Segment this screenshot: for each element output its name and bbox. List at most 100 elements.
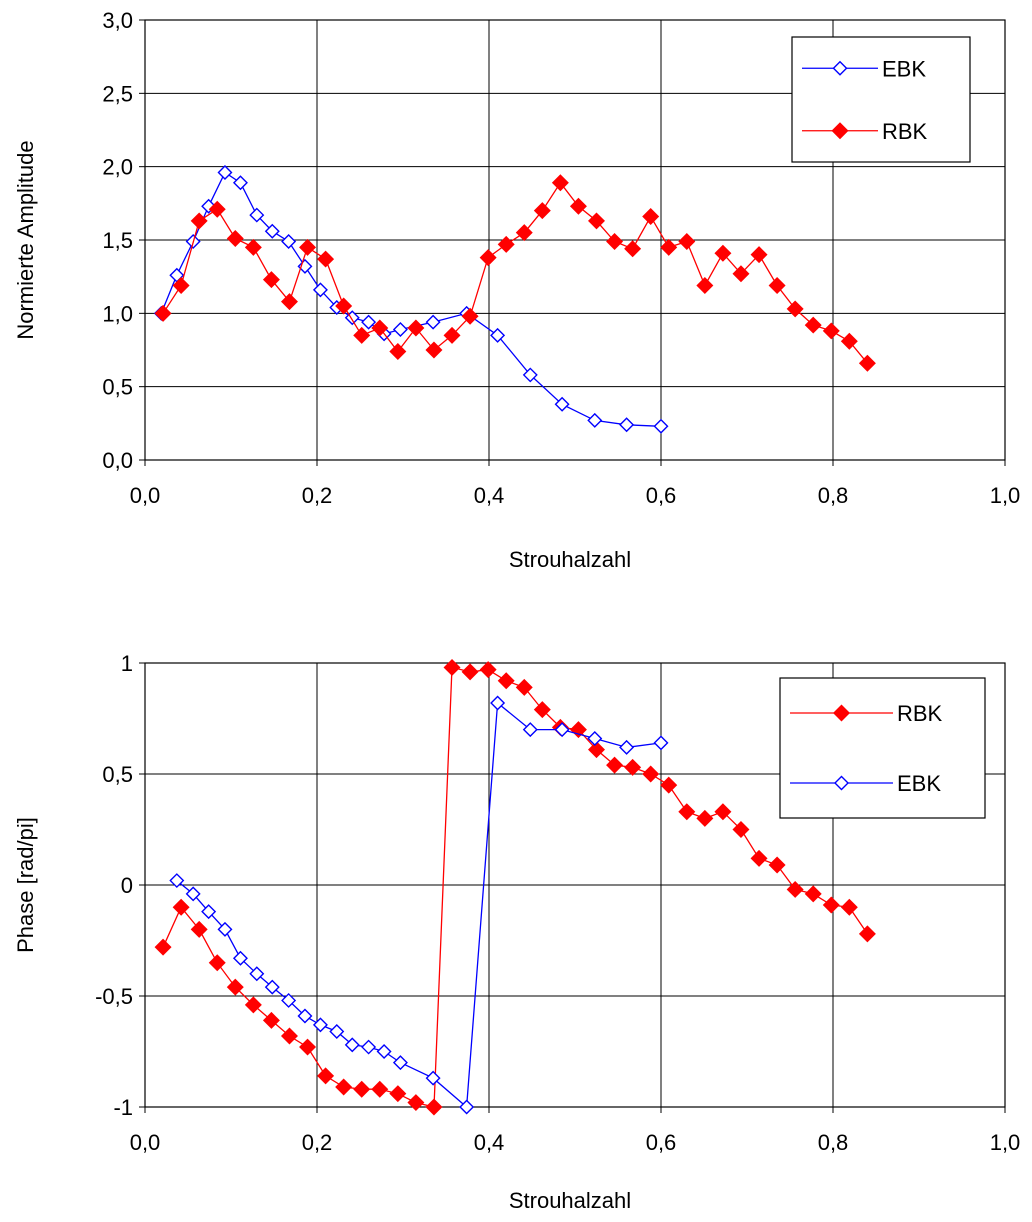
data-point-marker xyxy=(190,212,208,230)
y-axis-title: Normierte Amplitude xyxy=(13,140,38,339)
data-point-marker xyxy=(533,701,551,719)
data-point-marker xyxy=(490,695,506,711)
data-point-marker xyxy=(262,271,280,289)
data-point-marker xyxy=(264,979,280,995)
data-point-marker xyxy=(804,885,822,903)
data-point-marker xyxy=(425,341,443,359)
x-tick-label: 0,8 xyxy=(818,483,849,508)
data-point-marker xyxy=(858,354,876,372)
data-point-marker xyxy=(678,803,696,821)
legend-marker xyxy=(832,60,848,76)
y-tick-label: -0,5 xyxy=(95,984,133,1009)
data-point-marker xyxy=(353,326,371,344)
x-tick-label: 0,2 xyxy=(302,483,333,508)
data-point-marker xyxy=(732,265,750,283)
y-axis-title: Phase [rad/pi] xyxy=(13,817,38,953)
data-point-marker xyxy=(262,1011,280,1029)
data-point-marker xyxy=(389,342,407,360)
x-tick-label: 0,2 xyxy=(302,1130,333,1155)
x-tick-label: 1,0 xyxy=(990,1130,1021,1155)
data-point-marker xyxy=(190,920,208,938)
data-point-marker xyxy=(624,240,642,258)
data-point-marker xyxy=(750,849,768,867)
legend: EBK RBK xyxy=(791,36,971,163)
data-point-marker xyxy=(714,803,732,821)
series-line xyxy=(162,181,868,364)
data-point-marker xyxy=(344,1037,360,1053)
data-point-marker xyxy=(696,809,714,827)
data-point-marker xyxy=(678,232,696,250)
data-point-marker xyxy=(653,418,669,434)
data-point-marker xyxy=(588,741,605,759)
data-point-marker xyxy=(299,238,317,256)
series-rbk xyxy=(154,174,876,372)
legend-marker xyxy=(831,122,849,140)
data-point-marker xyxy=(624,758,642,776)
data-point-marker xyxy=(249,207,265,223)
data-point-marker xyxy=(244,238,262,256)
series-line xyxy=(160,171,662,427)
y-tick-label: 0,5 xyxy=(102,762,133,787)
data-point-marker xyxy=(459,1099,475,1115)
x-tick-label: 0,4 xyxy=(474,483,505,508)
data-point-marker xyxy=(281,233,297,249)
y-tick-label: -1 xyxy=(113,1095,133,1120)
data-point-marker xyxy=(201,904,217,920)
data-point-marker xyxy=(226,230,244,248)
data-point-marker xyxy=(317,1067,335,1085)
data-point-marker xyxy=(554,396,570,412)
data-point-marker xyxy=(249,966,265,982)
y-tick-label: 0,5 xyxy=(102,375,133,400)
data-point-marker xyxy=(425,1070,441,1086)
data-point-marker xyxy=(353,1080,371,1098)
data-point-marker xyxy=(522,722,538,738)
y-tick-label: 2,0 xyxy=(102,155,133,180)
data-point-marker xyxy=(297,258,313,274)
data-point-marker xyxy=(443,326,461,344)
data-point-marker xyxy=(840,332,858,350)
y-tick-label: 2,5 xyxy=(102,81,133,106)
legend-label: RBK xyxy=(897,701,943,726)
data-point-marker xyxy=(154,938,172,956)
data-point-marker xyxy=(533,202,551,220)
data-point-marker xyxy=(732,821,750,838)
series-ebk xyxy=(153,165,669,434)
x-tick-label: 0,6 xyxy=(646,483,677,508)
y-tick-label: 0,0 xyxy=(102,448,133,473)
legend-label: RBK xyxy=(882,119,928,144)
data-point-marker xyxy=(490,327,506,343)
data-point-marker xyxy=(172,898,190,916)
chart-2: 0,0 0,2 0,4 0,6 0,8 1,0 -1 -0,5 0 0,5 1 Strouhalzah… xyxy=(13,651,1020,1213)
data-point-marker xyxy=(660,238,678,256)
data-point-marker xyxy=(660,776,678,794)
series-rbk xyxy=(154,658,876,1116)
data-point-marker xyxy=(822,322,840,340)
data-point-marker xyxy=(840,898,858,916)
data-point-marker xyxy=(653,735,669,751)
data-point-marker xyxy=(479,249,497,267)
y-tick-label: 0 xyxy=(121,873,133,898)
data-point-marker xyxy=(461,663,479,681)
data-point-marker xyxy=(786,880,804,898)
series-line xyxy=(162,666,868,1108)
data-point-marker xyxy=(280,293,298,311)
data-point-marker xyxy=(642,765,660,783)
data-point-marker xyxy=(392,1055,408,1071)
data-point-marker xyxy=(515,224,533,242)
data-point-marker xyxy=(297,1008,313,1024)
data-point-marker xyxy=(371,1080,389,1098)
data-point-marker xyxy=(619,417,635,433)
legend: RBK EBK xyxy=(779,677,986,819)
data-point-marker xyxy=(264,223,280,239)
chart-1: 0,0 0,2 0,4 0,6 0,8 1,0 0,0 0,5 1,0 1,5 2,0 2,5 3,0 S… xyxy=(13,8,1020,572)
x-tick-label: 0,8 xyxy=(818,1130,849,1155)
data-point-marker xyxy=(786,300,804,318)
data-point-marker xyxy=(376,1044,392,1059)
x-axis-title: Strouhalzahl xyxy=(509,547,631,572)
data-point-marker xyxy=(425,1098,443,1116)
data-point-marker xyxy=(714,244,732,262)
x-axis-title: Strouhalzahl xyxy=(509,1188,631,1213)
data-point-marker xyxy=(497,235,515,253)
data-point-marker xyxy=(361,314,377,330)
